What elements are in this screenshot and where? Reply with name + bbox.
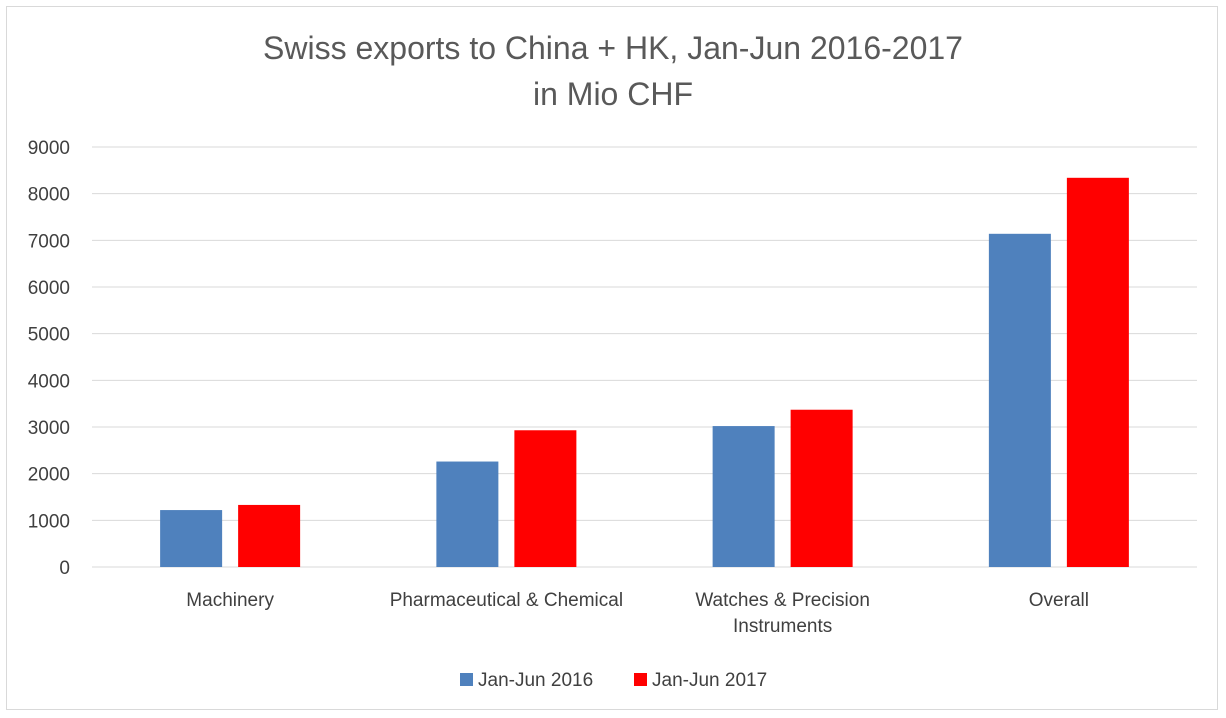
bar	[712, 426, 775, 567]
chart-title: Swiss exports to China + HK, Jan-Jun 201…	[263, 30, 963, 66]
bar	[1066, 177, 1129, 568]
y-tick-label: 9000	[28, 138, 70, 159]
x-category-label: Machinery	[186, 590, 274, 611]
bar	[436, 461, 499, 567]
x-category-label: Watches & Precision	[695, 590, 870, 611]
y-tick-label: 6000	[28, 278, 70, 299]
bar	[790, 409, 853, 567]
y-tick-label: 1000	[28, 511, 70, 532]
y-tick-label: 4000	[28, 371, 70, 392]
bar	[514, 430, 577, 567]
legend-label: Jan-Jun 2017	[652, 670, 767, 691]
y-tick-label: 7000	[28, 231, 70, 252]
y-tick-label: 3000	[28, 418, 70, 439]
y-tick-label: 2000	[28, 465, 70, 486]
x-category-label: Pharmaceutical & Chemical	[390, 590, 623, 611]
legend-swatch	[634, 673, 647, 686]
legend-swatch	[460, 673, 473, 686]
bar	[238, 504, 301, 567]
bar	[988, 233, 1051, 568]
x-category-label: Overall	[1029, 590, 1089, 611]
chart-subtitle: in Mio CHF	[533, 76, 693, 112]
y-tick-label: 5000	[28, 325, 70, 346]
y-tick-label: 8000	[28, 185, 70, 206]
x-category-label: Instruments	[733, 616, 832, 637]
bar	[160, 510, 223, 567]
legend-label: Jan-Jun 2016	[478, 670, 593, 691]
y-tick-label: 0	[59, 558, 70, 579]
